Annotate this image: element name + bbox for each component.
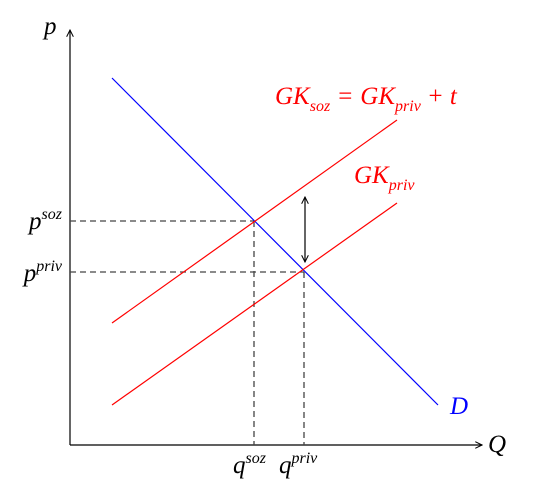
label-base: GK	[275, 83, 311, 110]
label-base: q	[233, 452, 246, 479]
label-sup: soz	[42, 206, 63, 223]
label-base: GK	[360, 83, 396, 110]
label-sub: priv	[394, 98, 422, 115]
label-sup: soz	[246, 450, 267, 467]
price-private-label: ppriv	[22, 258, 63, 287]
x-axis-label: Q	[488, 431, 506, 458]
label-plus: + t	[427, 83, 458, 110]
label-equals: =	[338, 83, 352, 110]
social-cost-label: GKsoz = GKpriv + t	[275, 83, 458, 115]
private-cost-label: GKpriv	[354, 162, 415, 194]
label-sup: priv	[291, 450, 319, 467]
label-base: GK	[354, 162, 390, 189]
social-cost-curve	[111, 119, 398, 324]
y-axis-label: p	[42, 13, 57, 40]
label-base: q	[279, 452, 292, 479]
label-sup: priv	[35, 258, 63, 275]
demand-curve	[111, 77, 439, 406]
guides	[70, 220, 305, 445]
quantity-social-label: qsoz	[233, 450, 267, 479]
label-base: p	[27, 208, 42, 235]
price-social-label: psoz	[27, 206, 63, 235]
private-cost-curve	[111, 202, 398, 406]
label-sub: soz	[310, 98, 331, 115]
label-sub: priv	[388, 177, 416, 194]
quantity-private-label: qpriv	[279, 450, 318, 479]
label-base: p	[22, 260, 37, 287]
demand-label: D	[449, 393, 468, 420]
